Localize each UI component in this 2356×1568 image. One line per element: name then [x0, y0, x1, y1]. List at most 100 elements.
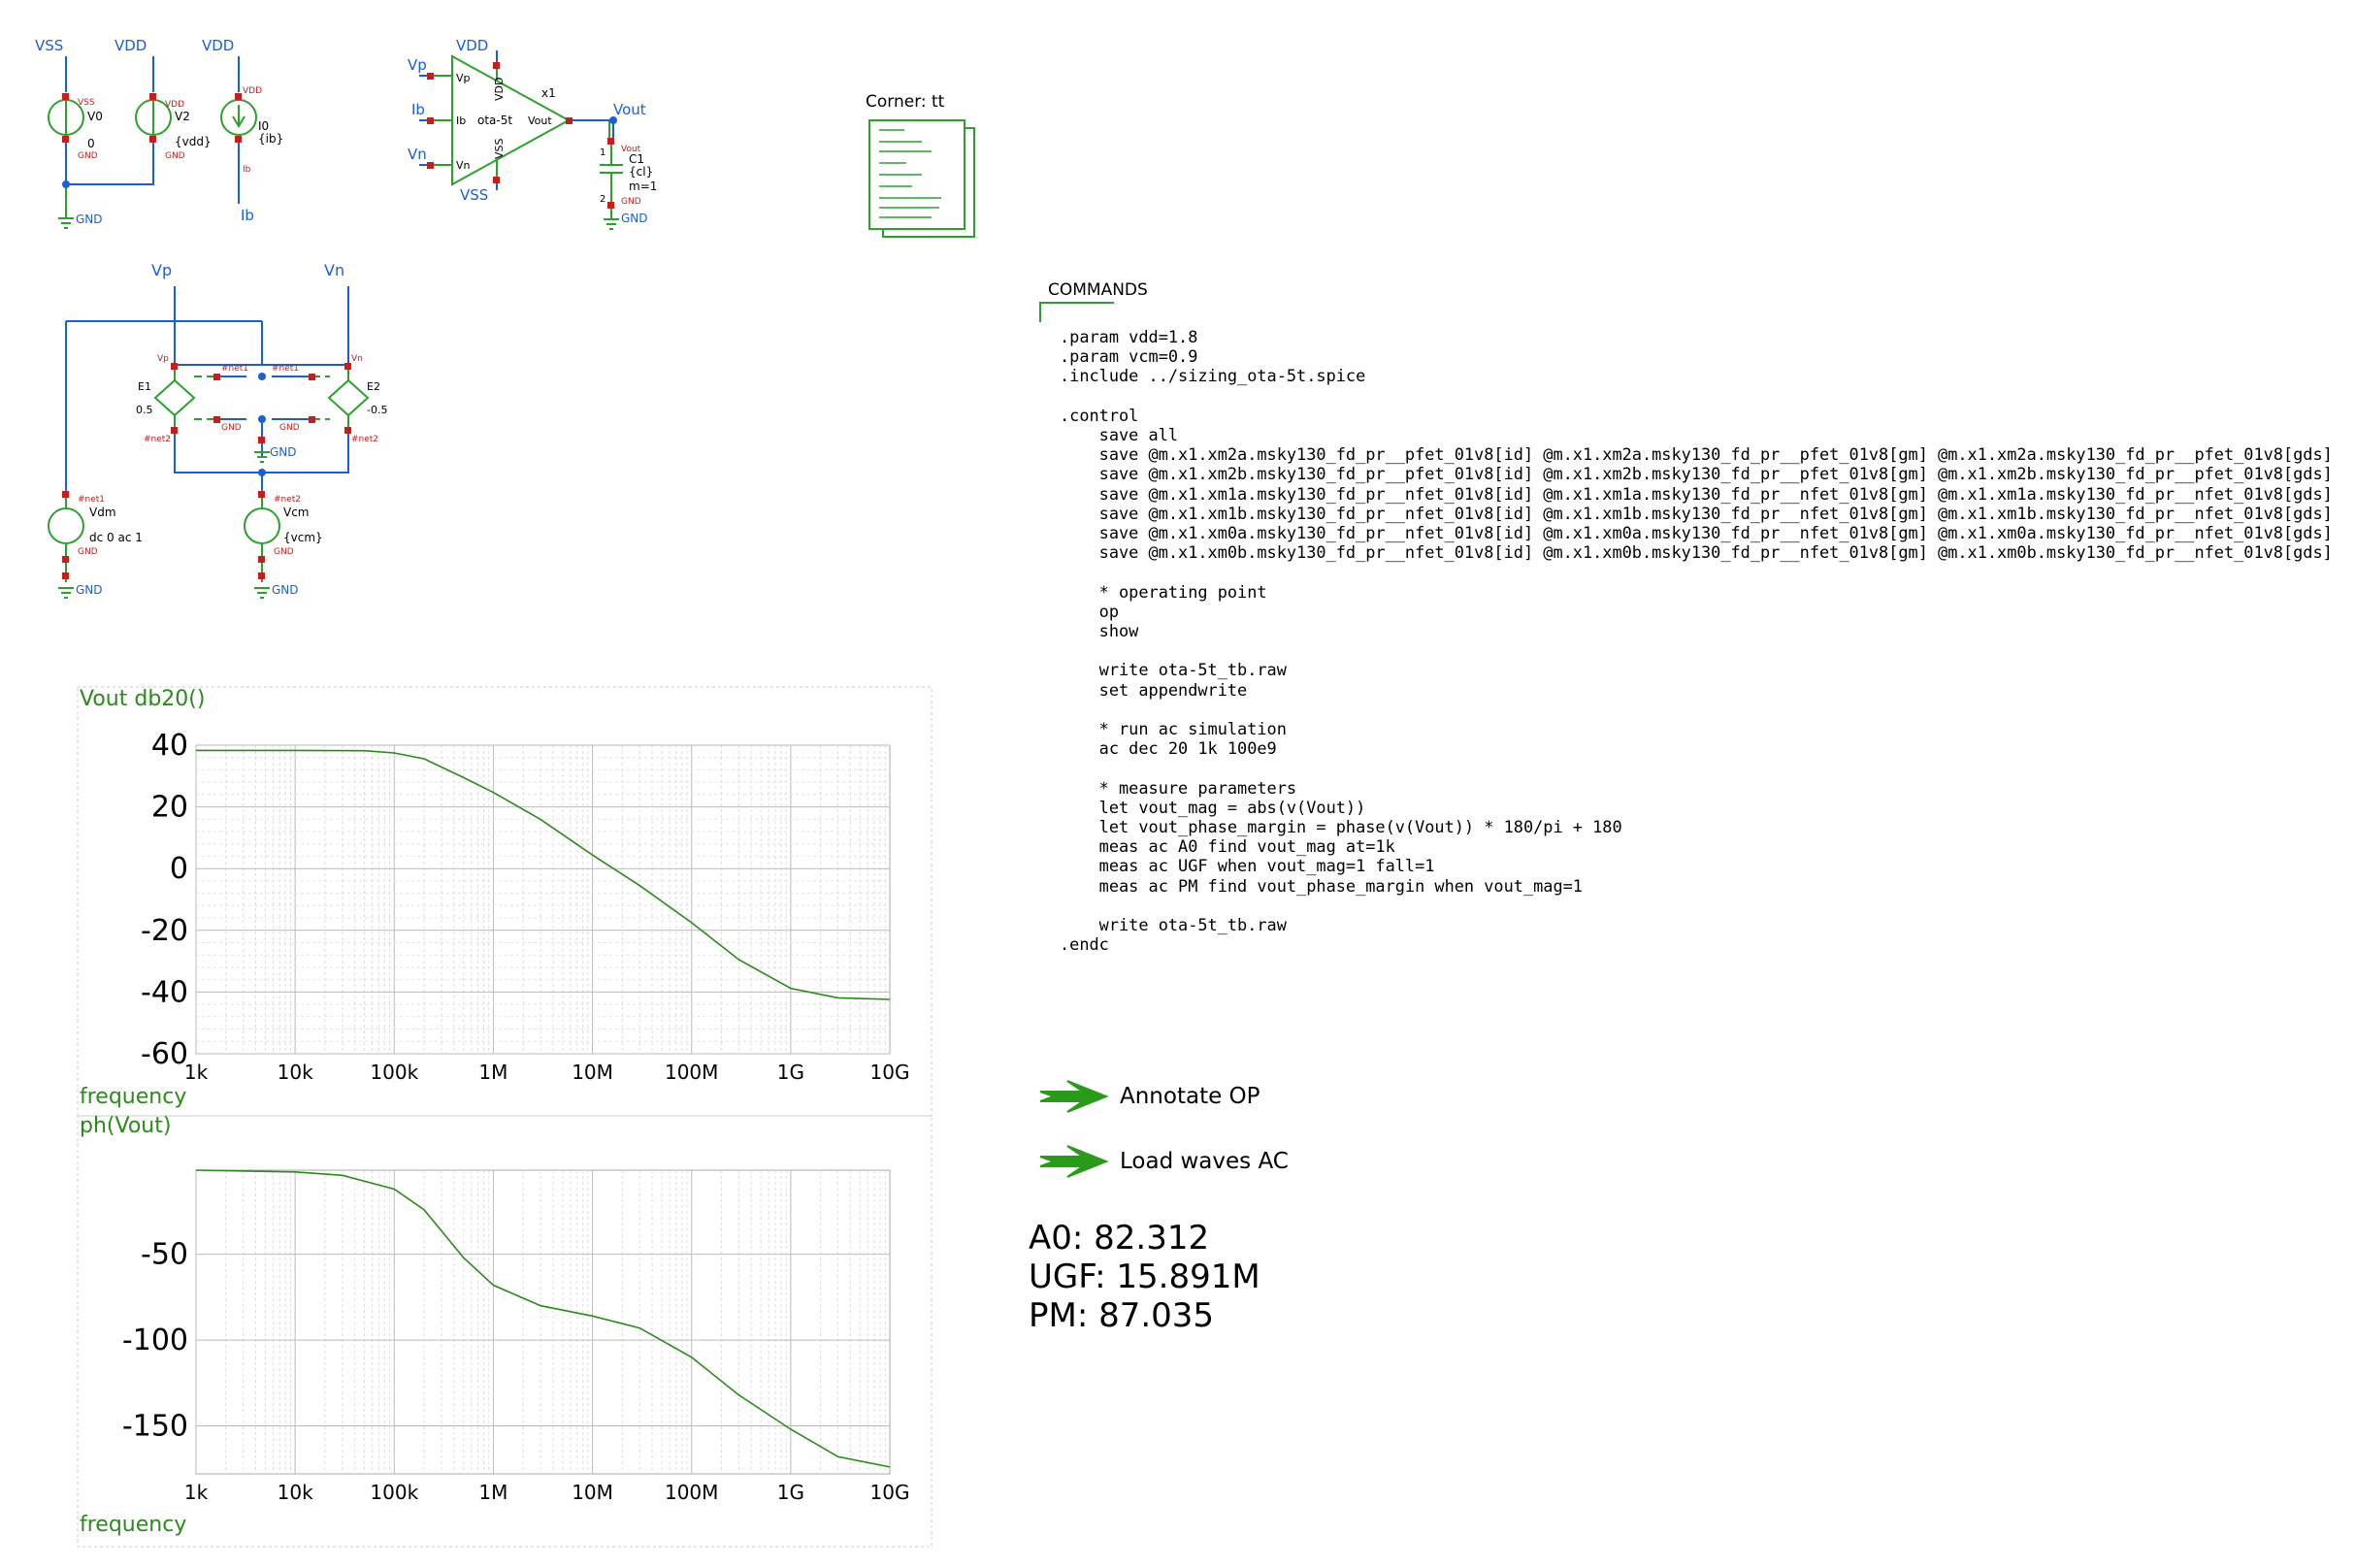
i0-pin-top: VDD [243, 86, 262, 96]
e2-name: E2 [367, 380, 380, 393]
e2-net1-label: #net1 [272, 364, 299, 374]
corner-doc-icon[interactable] [868, 119, 975, 238]
vdm-source[interactable] [48, 507, 84, 544]
i0-value: {ib} [258, 132, 283, 146]
x-tick-label: 10k [278, 1481, 313, 1504]
e2-vn-pin: Vn [351, 354, 363, 364]
mag-plot-box[interactable] [77, 686, 933, 1117]
x-tick-label: 100M [665, 1481, 718, 1504]
c1-gnd-label: GND [621, 212, 648, 225]
vdm-pin-top: #net1 [78, 495, 105, 505]
y-tick-label: -40 [141, 975, 188, 1009]
diff-source-network [48, 286, 370, 599]
vdd-label-i0: VDD [202, 37, 234, 54]
ota-pin-ib: Ib [456, 114, 466, 127]
y-tick-label: -100 [122, 1323, 188, 1357]
ota-pin-vout: Vout [528, 114, 552, 127]
annotate-arrow-icon [1040, 1079, 1108, 1114]
y-tick-label: -50 [141, 1238, 188, 1272]
plot-xlabel: frequency [80, 1085, 186, 1109]
commands-frame-corner [1039, 302, 1114, 322]
plot-title: ph(Vout) [80, 1114, 171, 1138]
y-tick-label: 20 [151, 791, 188, 825]
e2-vcvs[interactable] [327, 378, 370, 417]
vdm-value: dc 0 ac 1 [89, 531, 143, 544]
ota-pin-vdd: VDD [493, 78, 506, 101]
phase-plot: 1k 10k 100k 1M 10M 100M 1G 10G -50 -100 -150 ph(Vou… [80, 1114, 909, 1537]
ota-vss-label: VSS [460, 186, 488, 204]
y-tick-label: -150 [122, 1409, 188, 1443]
x-tick-label: 100k [370, 1481, 418, 1504]
ota-pin-vp: Vp [456, 72, 471, 84]
result-pm: PM: 87.035 [1029, 1296, 1215, 1335]
vdm-pin-bot: GND [78, 547, 98, 557]
diff-gnd-label: GND [270, 445, 297, 459]
ota-vdd-label: VDD [456, 37, 488, 54]
x-tick-label: 10M [572, 1061, 613, 1084]
junction-dots [62, 116, 617, 476]
v0-pin-bot: GND [78, 151, 98, 161]
e2-gnd-pin: GND [279, 423, 300, 433]
y-tick-label: -20 [141, 914, 188, 948]
e2-gain: -0.5 [367, 404, 387, 416]
result-a0: A0: 82.312 [1029, 1219, 1210, 1258]
v2-name: V2 [175, 110, 190, 123]
corner-label: Corner: tt [866, 92, 945, 112]
c1-pin1-number: 1 [600, 147, 605, 158]
ota-pin-vn: Vn [456, 159, 471, 172]
x-tick-label: 100k [370, 1061, 418, 1084]
result-ugf: UGF: 15.891M [1029, 1258, 1260, 1296]
ground-symbol [58, 184, 74, 229]
diff-vp-label: Vp [151, 261, 172, 279]
c1-pin-bot: GND [621, 197, 641, 207]
annotate-op-label: Annotate OP [1120, 1084, 1260, 1109]
vcm-pin-bot: GND [274, 547, 294, 557]
c1-value: {cl} [629, 165, 653, 179]
ib-label: Ib [241, 207, 254, 224]
pin-markers [62, 62, 614, 579]
x-tick-label: 10k [278, 1061, 313, 1084]
c1-pin-top: Vout [621, 145, 641, 154]
ota-symbol[interactable] [419, 50, 614, 190]
x-tick-label: 100M [665, 1061, 718, 1084]
x-tick-label: 10G [870, 1061, 910, 1084]
vcm-value: {vcm} [283, 531, 323, 544]
e1-vcvs[interactable] [153, 378, 196, 417]
vdm-name: Vdm [89, 506, 116, 519]
c1-mult: m=1 [629, 180, 657, 193]
annotate-op-launcher[interactable]: Annotate OP [1040, 1079, 1260, 1114]
plot-xlabel: frequency [80, 1513, 186, 1537]
load-arrow-icon [1040, 1144, 1108, 1179]
vdd-label-v2: VDD [115, 37, 147, 54]
x-tick-label: 10G [870, 1481, 910, 1504]
load-waves-label: Load waves AC [1120, 1149, 1289, 1174]
vcm-source[interactable] [244, 507, 280, 544]
e1-name: E1 [138, 380, 151, 393]
c1-capacitor[interactable] [600, 142, 623, 230]
commands-text[interactable]: .param vdd=1.8 .param vcm=0.9 .include .… [1060, 327, 2333, 955]
vcm-pin-top: #net2 [274, 495, 301, 505]
ota-model-name: ota-5t [477, 114, 512, 127]
e1-vp-pin: Vp [157, 354, 169, 364]
i0-name: I0 [258, 119, 269, 133]
vdm-gnd-label: GND [76, 583, 103, 597]
ota-instance-name: x1 [541, 86, 556, 100]
v2-value: {vdd} [175, 135, 212, 148]
e1-gnd-pin: GND [221, 423, 242, 433]
load-waves-launcher[interactable]: Load waves AC [1040, 1144, 1289, 1179]
vss-label: VSS [35, 37, 63, 54]
diff-vn-label: Vn [324, 261, 344, 279]
x-tick-label: 1M [478, 1061, 507, 1084]
x-tick-label: 1G [777, 1481, 804, 1504]
e2-net2-label: #net2 [351, 435, 378, 444]
x-tick-label: 1G [777, 1061, 804, 1084]
v0-pin-top: VSS [78, 98, 95, 108]
vcm-name: Vcm [283, 506, 310, 519]
ib-input-label: Ib [411, 101, 425, 118]
v0-name: V0 [87, 110, 103, 123]
plot-title: Vout db20() [80, 687, 205, 711]
vp-input-label: Vp [408, 56, 427, 74]
phase-plot-box[interactable] [77, 1115, 933, 1548]
magnitude-plot: 1k 10k 100k 1M 10M 100M 1G 10G 40 20 0 -20 -40 -60 Vou… [80, 687, 909, 1109]
